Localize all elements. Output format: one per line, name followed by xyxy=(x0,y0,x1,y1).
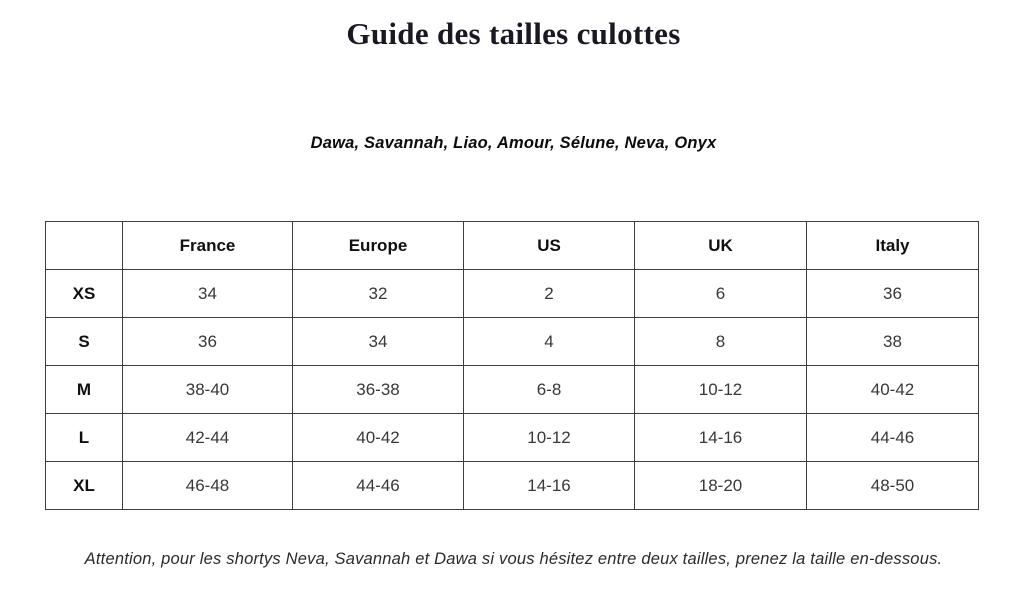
size-cell: 42-44 xyxy=(122,413,293,462)
table-row-s: S 36 34 4 8 38 xyxy=(45,317,979,366)
size-cell: 4 xyxy=(463,317,635,366)
column-header-size xyxy=(45,221,123,270)
size-cell: 34 xyxy=(292,317,464,366)
size-cell: 8 xyxy=(634,317,807,366)
row-label-m: M xyxy=(45,365,123,414)
size-cell: 34 xyxy=(122,269,293,318)
size-cell: 36 xyxy=(806,269,979,318)
size-cell: 40-42 xyxy=(806,365,979,414)
row-label-l: L xyxy=(45,413,123,462)
size-cell: 38-40 xyxy=(122,365,293,414)
size-cell: 14-16 xyxy=(634,413,807,462)
table-row-m: M 38-40 36-38 6-8 10-12 40-42 xyxy=(45,365,979,414)
footnote: Attention, pour les shortys Neva, Savann… xyxy=(84,550,943,568)
size-cell: 14-16 xyxy=(463,461,635,510)
product-models-subtitle: Dawa, Savannah, Liao, Amour, Sélune, Nev… xyxy=(310,134,717,152)
row-label-s: S xyxy=(45,317,123,366)
size-cell: 6-8 xyxy=(463,365,635,414)
page-title: Guide des tailles culottes xyxy=(346,16,681,51)
column-header-europe: Europe xyxy=(292,221,464,270)
column-header-us: US xyxy=(463,221,635,270)
size-cell: 44-46 xyxy=(806,413,979,462)
size-cell: 36-38 xyxy=(292,365,464,414)
header-row: France Europe US UK Italy xyxy=(45,221,979,270)
size-conversion-table: France Europe US UK Italy XS 34 32 2 6 3… xyxy=(45,221,979,510)
size-cell: 6 xyxy=(634,269,807,318)
row-label-xl: XL xyxy=(45,461,123,510)
size-cell: 10-12 xyxy=(634,365,807,414)
column-header-france: France xyxy=(122,221,293,270)
table-row-l: L 42-44 40-42 10-12 14-16 44-46 xyxy=(45,413,979,462)
size-cell: 32 xyxy=(292,269,464,318)
size-cell: 36 xyxy=(122,317,293,366)
table-row-xl: XL 46-48 44-46 14-16 18-20 48-50 xyxy=(45,461,979,510)
column-header-uk: UK xyxy=(634,221,807,270)
size-cell: 48-50 xyxy=(806,461,979,510)
size-cell: 38 xyxy=(806,317,979,366)
size-cell: 40-42 xyxy=(292,413,464,462)
table-row-xs: XS 34 32 2 6 36 xyxy=(45,269,979,318)
size-cell: 44-46 xyxy=(292,461,464,510)
row-label-xs: XS xyxy=(45,269,123,318)
size-cell: 46-48 xyxy=(122,461,293,510)
size-cell: 10-12 xyxy=(463,413,635,462)
size-cell: 18-20 xyxy=(634,461,807,510)
size-cell: 2 xyxy=(463,269,635,318)
column-header-italy: Italy xyxy=(806,221,979,270)
